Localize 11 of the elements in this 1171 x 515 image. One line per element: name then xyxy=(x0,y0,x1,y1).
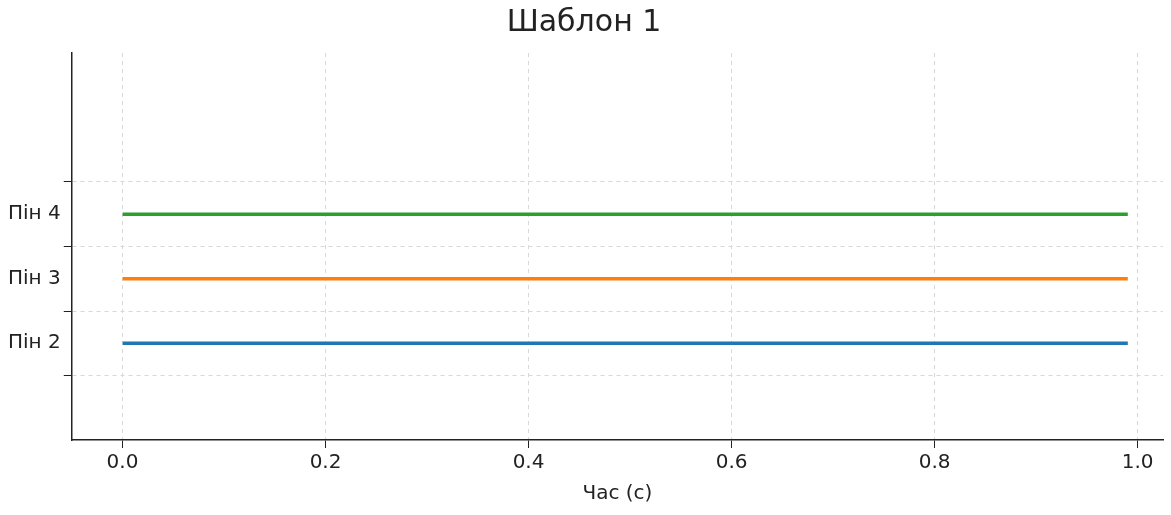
x-tick-label: 0.2 xyxy=(309,449,342,474)
y-tick-label: Пін 4 xyxy=(7,200,61,225)
x-axis-title: Час (с) xyxy=(582,480,653,505)
x-tick-label: 0.4 xyxy=(512,449,545,474)
chart-title: Шаблон 1 xyxy=(506,2,662,38)
x-tick-label: 1.0 xyxy=(1121,449,1154,474)
y-tick-label: Пін 2 xyxy=(7,329,61,354)
x-tick-label: 0.6 xyxy=(715,449,748,474)
x-tick-label: 0.0 xyxy=(106,449,139,474)
y-tick-label: Пін 3 xyxy=(7,264,61,289)
x-tick-label: 0.8 xyxy=(918,449,951,474)
